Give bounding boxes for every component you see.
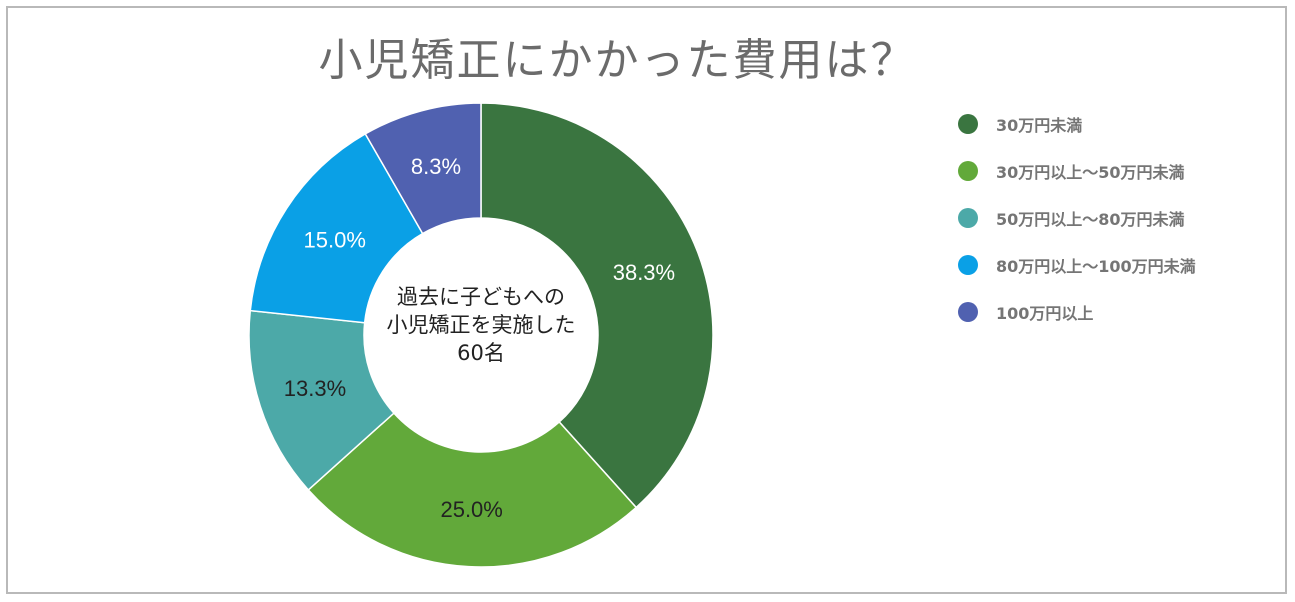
legend-swatch: [958, 160, 978, 181]
slice-label: 15.0%: [304, 227, 366, 252]
legend-swatch: [958, 301, 978, 322]
legend-label: 30万円以上～50万円未満: [996, 162, 1185, 182]
center-label-line-3: 60名: [457, 341, 505, 365]
pie-slice: [307, 412, 638, 568]
center-label: 過去に子どもへの 小児矯正を実施した 60名: [381, 283, 581, 367]
legend: 30万円未満 30万円以上～50万円未満 50万円以上～80万円未満 80万円以…: [958, 100, 1196, 335]
legend-label: 30万円未満: [996, 115, 1083, 135]
legend-item-0: 30万円未満: [958, 100, 1196, 147]
chart-title: 小児矯正にかかった費用は？: [318, 35, 917, 86]
pie-slice: [249, 132, 424, 324]
legend-item-1: 30万円以上～50万円未満: [958, 147, 1196, 194]
pie-slice: [248, 309, 395, 491]
legend-label: 100万円以上: [996, 303, 1094, 323]
slice-label: 25.0%: [440, 497, 502, 522]
legend-item-4: 100万円以上: [958, 288, 1196, 335]
center-label-line-2: 小児矯正を実施した: [386, 313, 576, 337]
legend-item-3: 80万円以上～100万円未満: [958, 241, 1196, 288]
legend-swatch: [958, 254, 978, 275]
pie-slice: [364, 102, 482, 235]
legend-item-2: 50万円以上～80万円未満: [958, 194, 1196, 241]
slice-label: 38.3%: [613, 260, 675, 285]
center-label-line-1: 過去に子どもへの: [397, 285, 565, 309]
legend-swatch: [958, 113, 978, 134]
legend-swatch: [958, 207, 978, 228]
slice-label: 13.3%: [284, 376, 346, 401]
legend-label: 50万円以上～80万円未満: [996, 209, 1185, 229]
legend-label: 80万円以上～100万円未満: [996, 256, 1196, 276]
slice-label: 8.3%: [411, 154, 461, 179]
pie-slice: [480, 102, 714, 509]
